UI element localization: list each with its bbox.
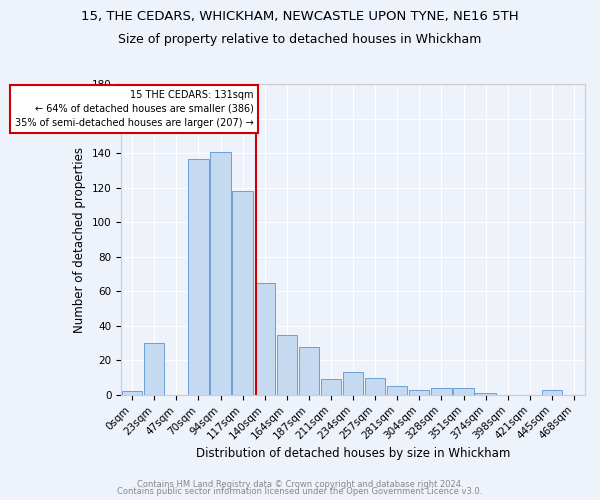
X-axis label: Distribution of detached houses by size in Whickham: Distribution of detached houses by size …: [196, 447, 510, 460]
Bar: [188, 158, 209, 395]
Text: Contains public sector information licensed under the Open Government Licence v3: Contains public sector information licen…: [118, 487, 482, 496]
Bar: [211, 152, 231, 395]
Bar: [343, 372, 363, 395]
Bar: [542, 390, 562, 395]
Bar: [299, 346, 319, 395]
Bar: [232, 192, 253, 395]
Text: 15, THE CEDARS, WHICKHAM, NEWCASTLE UPON TYNE, NE16 5TH: 15, THE CEDARS, WHICKHAM, NEWCASTLE UPON…: [81, 10, 519, 23]
Bar: [365, 378, 385, 395]
Bar: [277, 334, 297, 395]
Text: Size of property relative to detached houses in Whickham: Size of property relative to detached ho…: [118, 32, 482, 46]
Y-axis label: Number of detached properties: Number of detached properties: [73, 146, 86, 332]
Text: Contains HM Land Registry data © Crown copyright and database right 2024.: Contains HM Land Registry data © Crown c…: [137, 480, 463, 489]
Bar: [144, 343, 164, 395]
Bar: [254, 283, 275, 395]
Bar: [475, 393, 496, 395]
Bar: [431, 388, 452, 395]
Bar: [122, 392, 142, 395]
Text: 15 THE CEDARS: 131sqm
← 64% of detached houses are smaller (386)
35% of semi-det: 15 THE CEDARS: 131sqm ← 64% of detached …: [14, 90, 253, 128]
Bar: [409, 390, 430, 395]
Bar: [321, 380, 341, 395]
Bar: [454, 388, 473, 395]
Bar: [387, 386, 407, 395]
